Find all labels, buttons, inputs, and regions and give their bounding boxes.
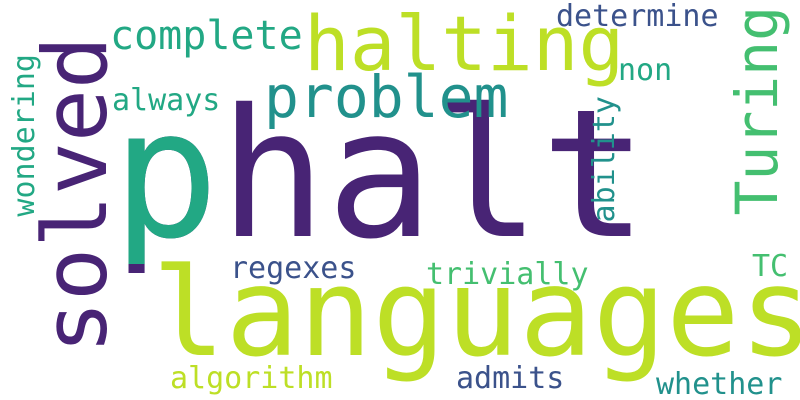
word-complete: complete [110, 13, 303, 59]
word-regexes: regexes [230, 251, 357, 286]
word-problem: problem [264, 63, 509, 131]
word-trivially: trivially [426, 257, 589, 292]
word-whether: whether [656, 367, 783, 400]
word-phalt: phalt [112, 71, 648, 278]
word-tc: TC [752, 249, 789, 284]
word-turing: Turing [723, 6, 791, 216]
word-always: always [112, 83, 221, 118]
word-phalt-p-overlay: phalt [112, 86, 220, 264]
word-languages: languages [152, 242, 800, 384]
word-wondering: wondering [7, 54, 42, 217]
word-non: non [618, 53, 673, 88]
word-determine: determine [556, 0, 719, 34]
word-algorithm: algorithm [170, 361, 333, 396]
word-halting: halting [304, 0, 625, 88]
word-solved: solved [24, 36, 127, 354]
word-ability: ability [587, 96, 622, 223]
word-admits: admits [456, 361, 565, 396]
